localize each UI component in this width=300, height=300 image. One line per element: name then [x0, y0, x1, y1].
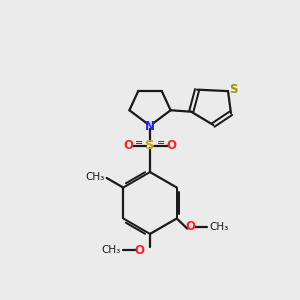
Text: S: S — [229, 83, 238, 96]
Text: CH₃: CH₃ — [209, 222, 229, 232]
Text: =: = — [157, 139, 165, 148]
Text: CH₃: CH₃ — [101, 245, 121, 255]
Text: CH₃: CH₃ — [85, 172, 104, 182]
Text: O: O — [186, 220, 196, 233]
Text: N: N — [145, 120, 155, 133]
Text: O: O — [124, 139, 134, 152]
Text: =: = — [135, 139, 143, 148]
Text: O: O — [135, 244, 145, 256]
Text: O: O — [166, 139, 176, 152]
Text: S: S — [145, 139, 155, 152]
